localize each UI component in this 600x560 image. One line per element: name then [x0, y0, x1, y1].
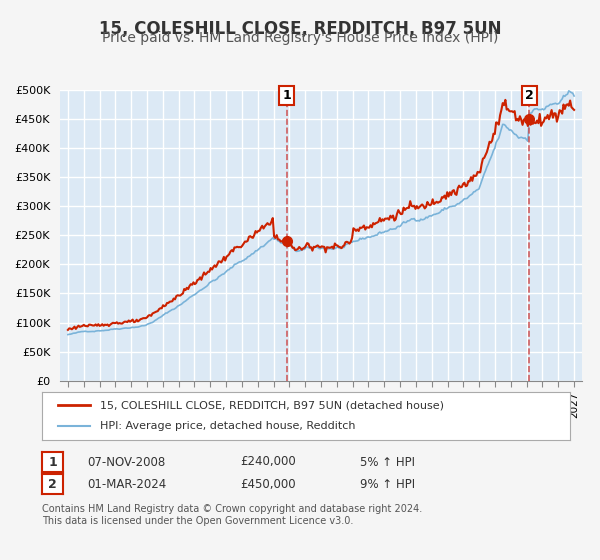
- Text: 2: 2: [48, 478, 57, 491]
- Text: 5% ↑ HPI: 5% ↑ HPI: [360, 455, 415, 469]
- Text: 2: 2: [525, 89, 534, 102]
- Text: £240,000: £240,000: [240, 455, 296, 469]
- Text: £450,000: £450,000: [240, 478, 296, 491]
- Text: 9% ↑ HPI: 9% ↑ HPI: [360, 478, 415, 491]
- Text: Contains HM Land Registry data © Crown copyright and database right 2024.
This d: Contains HM Land Registry data © Crown c…: [42, 504, 422, 526]
- Text: HPI: Average price, detached house, Redditch: HPI: Average price, detached house, Redd…: [100, 421, 356, 431]
- Text: 1: 1: [283, 89, 292, 102]
- Text: 1: 1: [48, 455, 57, 469]
- Text: 01-MAR-2024: 01-MAR-2024: [87, 478, 166, 491]
- Text: 15, COLESHILL CLOSE, REDDITCH, B97 5UN (detached house): 15, COLESHILL CLOSE, REDDITCH, B97 5UN (…: [100, 400, 444, 410]
- Text: Price paid vs. HM Land Registry's House Price Index (HPI): Price paid vs. HM Land Registry's House …: [102, 31, 498, 45]
- Text: 15, COLESHILL CLOSE, REDDITCH, B97 5UN: 15, COLESHILL CLOSE, REDDITCH, B97 5UN: [99, 20, 501, 38]
- Text: 07-NOV-2008: 07-NOV-2008: [87, 455, 165, 469]
